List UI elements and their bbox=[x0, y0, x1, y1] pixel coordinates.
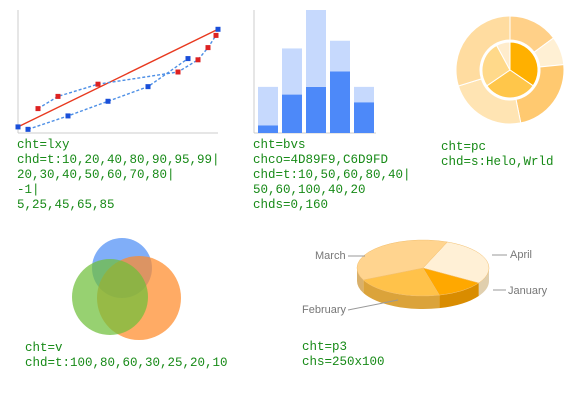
point-marker bbox=[205, 45, 211, 51]
code-line: 5,25,45,65,85 bbox=[17, 198, 115, 212]
series-line-red bbox=[17, 28, 219, 128]
point-marker bbox=[35, 106, 41, 112]
venn-circle-c bbox=[72, 259, 148, 335]
pie-label-march: March bbox=[315, 250, 346, 262]
line-chart bbox=[15, 10, 221, 134]
bar-segment bbox=[354, 102, 374, 133]
code-line: 20,30,40,50,60,70,80| bbox=[17, 168, 175, 182]
point-marker bbox=[25, 126, 31, 132]
pie-slice bbox=[486, 69, 534, 99]
pie-slice bbox=[481, 44, 511, 87]
code-line: cht=p3 bbox=[302, 340, 348, 354]
pie-3d-side bbox=[478, 268, 489, 297]
code-line: cht=lxy bbox=[17, 138, 70, 152]
pie-3d-slice bbox=[356, 239, 448, 281]
point-marker bbox=[65, 113, 71, 119]
code-line: chco=4D89F9,C6D9FD bbox=[253, 153, 389, 167]
code-line: 50,60,100,40,20 bbox=[253, 183, 366, 197]
code-line: chs=250x100 bbox=[302, 355, 385, 369]
code-line: cht=bvs bbox=[253, 138, 306, 152]
code-line: -1| bbox=[17, 183, 40, 197]
pie-3d-chart bbox=[356, 239, 490, 309]
code-line: cht=v bbox=[25, 341, 63, 355]
bar-segment bbox=[354, 86, 374, 103]
concentric-pie-chart bbox=[455, 15, 565, 125]
pie-3d-code: cht=p3 chs=250x100 bbox=[302, 340, 385, 370]
pie-3d-slice bbox=[422, 241, 490, 284]
bar-segment bbox=[282, 94, 302, 133]
bar-segment bbox=[306, 86, 326, 133]
point-marker bbox=[95, 81, 101, 87]
pie-label-january: January bbox=[508, 285, 548, 297]
code-line: cht=pc bbox=[441, 140, 487, 154]
point-marker bbox=[185, 56, 191, 62]
code-line: chd=t:10,20,40,80,90,95,99| bbox=[17, 153, 220, 167]
bar-segment bbox=[330, 71, 350, 133]
code-line: chd=t:100,80,60,30,25,20,10 bbox=[25, 356, 228, 370]
code-line: chd=s:Helo,Wrld bbox=[441, 155, 554, 169]
leader-february bbox=[347, 299, 399, 311]
pie-label-april: April bbox=[510, 249, 533, 261]
pie-3d-side bbox=[439, 283, 479, 309]
pie-3d-slice bbox=[362, 267, 440, 297]
bar-chart-code: cht=bvs chco=4D89F9,C6D9FD chd=t:10,50,60,… bbox=[253, 138, 411, 213]
concentric-pie-code: cht=pc chd=s:Helo,Wrld bbox=[441, 140, 554, 170]
point-marker bbox=[105, 98, 111, 104]
bar-chart bbox=[253, 10, 376, 134]
bar-segment bbox=[330, 40, 350, 72]
point-marker bbox=[145, 84, 151, 90]
pie-slice bbox=[455, 15, 511, 87]
point-marker bbox=[55, 93, 61, 99]
code-line: chds=0,160 bbox=[253, 198, 329, 212]
pie-label-february: February bbox=[302, 304, 347, 316]
pie-slice bbox=[509, 41, 539, 87]
code-line: chd=t:10,50,60,80,40| bbox=[253, 168, 411, 182]
bar-segment bbox=[258, 86, 278, 126]
line-chart-code: cht=lxy chd=t:10,20,40,80,90,95,99| 20,30,… bbox=[17, 138, 220, 213]
bar-segment bbox=[258, 125, 278, 133]
point-marker bbox=[195, 57, 201, 63]
bar-segment bbox=[282, 48, 302, 95]
point-marker bbox=[175, 69, 181, 75]
venn-code: cht=v chd=t:100,80,60,30,25,20,10 bbox=[25, 341, 228, 371]
bar-segment bbox=[306, 10, 326, 87]
point-marker bbox=[15, 124, 21, 130]
venn-diagram bbox=[72, 238, 181, 340]
point-marker bbox=[215, 26, 221, 32]
pie-slice bbox=[495, 41, 511, 71]
point-marker bbox=[213, 32, 219, 38]
